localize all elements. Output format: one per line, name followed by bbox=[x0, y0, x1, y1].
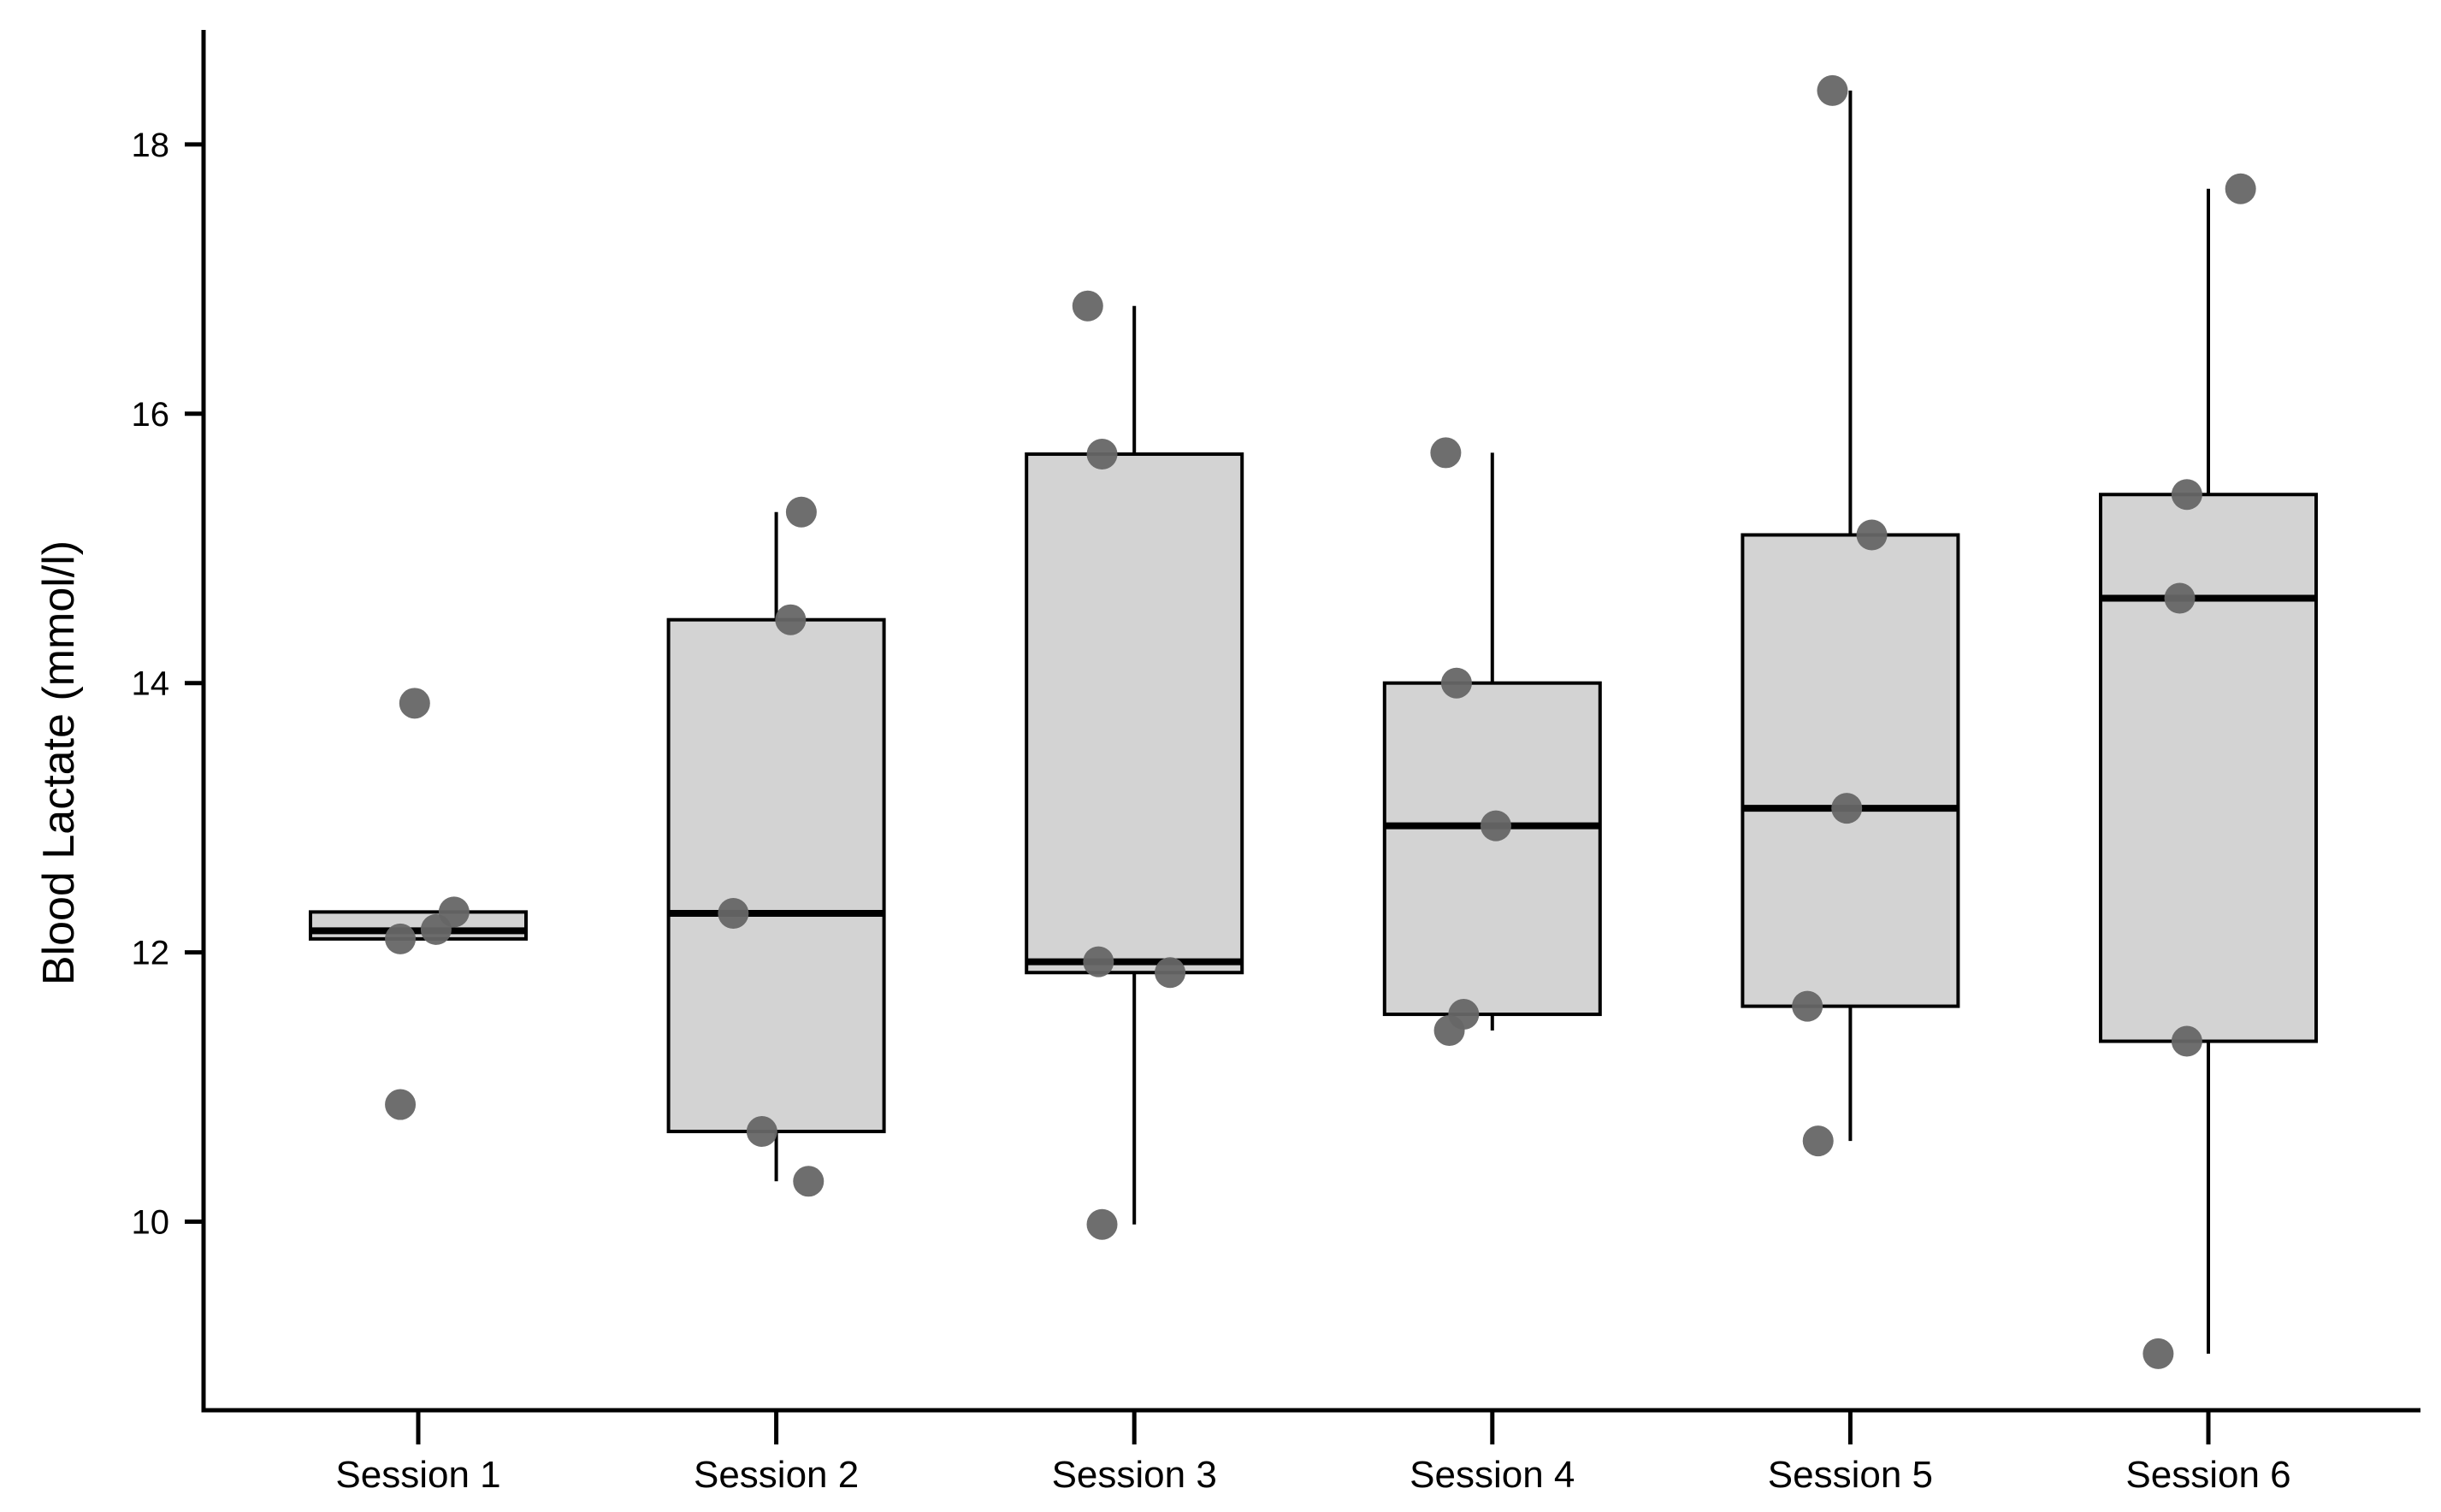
box-body-session-4 bbox=[1382, 681, 1602, 1017]
x-tick-label-session-5: Session 5 bbox=[1768, 1454, 1933, 1496]
box-session-6 bbox=[2099, 188, 2318, 1354]
y-tick-label-18: 18 bbox=[132, 127, 170, 164]
data-point-session-1-4 bbox=[438, 896, 470, 928]
x-tick-label-session-1: Session 1 bbox=[335, 1454, 500, 1496]
data-point-session-3-4 bbox=[1155, 957, 1186, 989]
y-tick-label-14: 14 bbox=[132, 665, 170, 703]
data-point-session-2-5 bbox=[793, 1166, 825, 1197]
x-tick-label-session-6: Session 6 bbox=[2125, 1454, 2290, 1496]
data-point-session-5-4 bbox=[1792, 990, 1823, 1022]
data-point-session-6-4 bbox=[2171, 1025, 2202, 1057]
x-tick-label-session-2: Session 2 bbox=[694, 1454, 859, 1496]
data-point-session-4-2 bbox=[1440, 667, 1472, 699]
box-body-session-3 bbox=[1025, 452, 1244, 975]
y-tick-label-16: 16 bbox=[132, 396, 170, 434]
data-point-session-1-5 bbox=[385, 1089, 417, 1120]
data-point-session-4-3 bbox=[1480, 810, 1511, 842]
boxes bbox=[309, 90, 2318, 1354]
x-tick-label-session-3: Session 3 bbox=[1052, 1454, 1217, 1496]
y-tick-label-12: 12 bbox=[132, 935, 170, 972]
data-point-session-2-2 bbox=[775, 604, 807, 635]
data-point-session-5-1 bbox=[1817, 74, 1848, 106]
data-point-session-3-1 bbox=[1072, 290, 1103, 322]
box-session-2 bbox=[666, 511, 886, 1182]
data-point-session-2-1 bbox=[785, 496, 817, 528]
data-point-session-3-5 bbox=[1086, 1208, 1118, 1240]
x-axis: Session 1 Session 2 Session 3 Session 4 Sess… bbox=[201, 1408, 2420, 1496]
data-point-session-2-4 bbox=[746, 1116, 777, 1148]
y-axis: 10 12 14 16 18 bbox=[132, 30, 206, 1413]
data-point-session-4-1 bbox=[1430, 437, 1462, 469]
box-body-session-1 bbox=[309, 910, 528, 941]
data-point-session-4-5 bbox=[1433, 1014, 1465, 1046]
x-tick-label-session-4: Session 4 bbox=[1410, 1454, 1575, 1496]
data-point-session-2-3 bbox=[718, 897, 749, 929]
data-point-session-5-2 bbox=[1856, 519, 1888, 551]
data-point-session-1-1 bbox=[399, 688, 430, 719]
y-tick-label-10: 10 bbox=[132, 1204, 170, 1242]
box-session-4 bbox=[1382, 452, 1602, 1031]
data-point-session-6-1 bbox=[2225, 173, 2256, 204]
data-point-session-1-2 bbox=[385, 923, 417, 954]
data-point-session-6-5 bbox=[2143, 1338, 2174, 1369]
data-points bbox=[385, 74, 2256, 1369]
data-point-session-5-3 bbox=[1831, 793, 1863, 824]
box-body-session-6 bbox=[2099, 493, 2318, 1043]
box-body-session-5 bbox=[1741, 533, 1960, 1008]
data-point-session-5-5 bbox=[1802, 1125, 1834, 1157]
box-body-session-2 bbox=[666, 617, 886, 1134]
box-session-5 bbox=[1741, 90, 1960, 1142]
data-point-session-6-3 bbox=[2164, 582, 2196, 614]
data-point-session-3-3 bbox=[1083, 946, 1114, 977]
data-point-session-6-2 bbox=[2171, 479, 2202, 511]
box-session-3 bbox=[1025, 305, 1244, 1225]
y-axis-title: Blood Lactate (mmol/l) bbox=[34, 540, 84, 985]
box-session-1 bbox=[309, 910, 528, 941]
data-point-session-3-2 bbox=[1086, 439, 1118, 470]
